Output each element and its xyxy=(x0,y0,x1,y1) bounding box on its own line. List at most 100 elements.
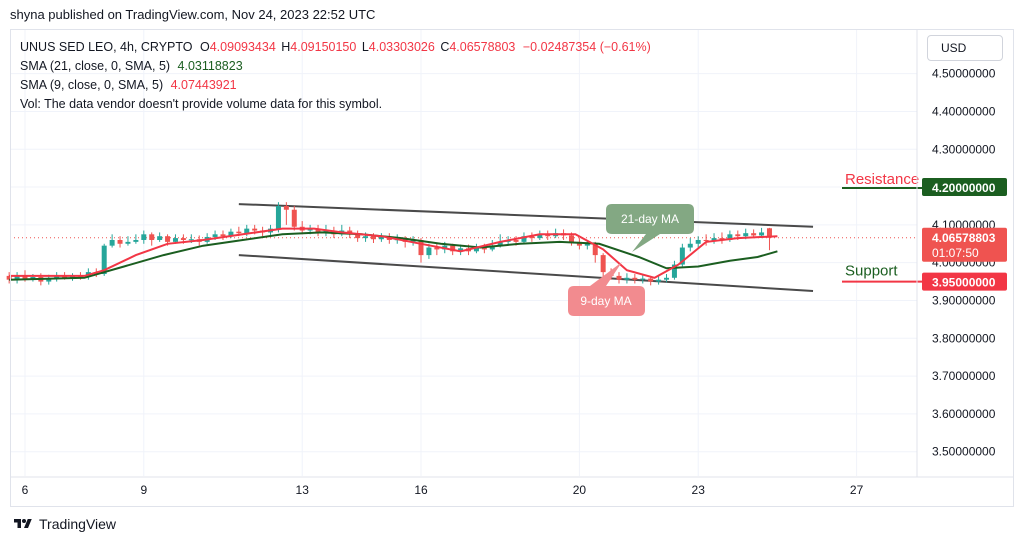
candle xyxy=(679,243,685,267)
candle-body xyxy=(584,243,590,246)
candle-body xyxy=(46,278,52,282)
low-value: 4.03303026 xyxy=(368,40,435,54)
x-tick-label: 9 xyxy=(140,483,147,497)
publish-info: shyna published on TradingView.com, Nov … xyxy=(10,7,376,22)
candle-body xyxy=(679,247,685,265)
support-price-label: 3.95000000 xyxy=(932,276,996,290)
candle-body xyxy=(355,234,361,239)
candle-body xyxy=(149,234,155,240)
symbol-info[interactable]: UNUS SED LEO, 4h, CRYPTO xyxy=(20,40,193,54)
candle-body xyxy=(735,234,741,237)
last-price-label: 4.06578803 xyxy=(932,231,996,245)
sma21-value: 4.03118823 xyxy=(177,59,243,73)
currency-button[interactable]: USD xyxy=(927,35,1003,61)
close-value: 4.06578803 xyxy=(449,40,516,54)
candle xyxy=(410,236,416,246)
footer-brand[interactable]: TradingView xyxy=(12,516,116,532)
candle-body xyxy=(568,235,574,242)
candle-body xyxy=(363,236,369,239)
candle xyxy=(640,274,646,284)
candle-body xyxy=(212,234,218,237)
x-tick-label: 23 xyxy=(692,483,706,497)
y-tick-label: 4.30000000 xyxy=(932,142,996,156)
candle-body xyxy=(592,243,598,256)
support-label: Support xyxy=(845,263,898,280)
candle xyxy=(291,205,297,231)
candle xyxy=(355,230,361,242)
candle-body xyxy=(117,239,123,244)
candle-body xyxy=(172,238,178,242)
candle xyxy=(529,232,535,242)
ma21-callout: 21-day MA xyxy=(606,204,694,252)
y-tick-label: 3.50000000 xyxy=(932,445,996,459)
candle xyxy=(109,234,115,248)
open-label: O xyxy=(200,40,210,54)
candle xyxy=(671,260,677,280)
candle xyxy=(664,274,670,283)
candle xyxy=(117,236,123,248)
high-value: 4.09150150 xyxy=(290,40,357,54)
ma21-callout-label: 21-day MA xyxy=(621,212,679,226)
candle xyxy=(141,230,147,244)
candle xyxy=(14,272,20,284)
candle-body xyxy=(711,238,717,241)
candle-body xyxy=(521,236,527,242)
ohlc-row: UNUS SED LEO, 4h, CRYPTO O4.09093434 H4.… xyxy=(20,38,651,57)
candle-body xyxy=(497,241,503,246)
y-tick-label: 4.50000000 xyxy=(932,67,996,81)
candle-body xyxy=(188,239,194,241)
candle-body xyxy=(22,275,28,279)
change-value: −0.02487354 (−0.61%) xyxy=(522,40,651,54)
candle-body xyxy=(165,236,171,242)
candle-body xyxy=(323,230,329,233)
sma9-value: 4.07443921 xyxy=(170,78,237,92)
candle xyxy=(6,272,12,284)
resistance-price-label: 4.20000000 xyxy=(932,181,996,195)
candle xyxy=(711,233,717,244)
chart-frame xyxy=(10,29,1014,507)
close-label: C xyxy=(440,40,450,54)
candle-body xyxy=(648,278,654,282)
resistance-price-tag: 4.20000000 xyxy=(922,178,1007,197)
candle-body xyxy=(759,232,765,236)
volume-row: Vol: The data vendor doesn't provide vol… xyxy=(20,95,651,114)
candle-body xyxy=(141,234,147,240)
x-tick-label: 13 xyxy=(296,483,310,497)
candle xyxy=(616,272,622,284)
candle-body xyxy=(600,255,606,273)
x-tick-label: 27 xyxy=(850,483,864,497)
candle-body xyxy=(54,275,60,279)
candle xyxy=(157,232,163,242)
tradingview-logo-icon xyxy=(14,519,32,528)
candle-body xyxy=(283,205,289,210)
price-channel xyxy=(238,203,814,293)
y-tick-label: 3.70000000 xyxy=(932,369,996,383)
ma21-callout-bubble xyxy=(606,204,694,252)
sma9-row[interactable]: SMA (9, close, 0, SMA, 5) 4.07443921 xyxy=(20,76,651,95)
x-tick-label: 6 xyxy=(22,483,29,497)
candle-body xyxy=(458,248,464,252)
candle-body xyxy=(537,234,543,239)
candle-body xyxy=(473,247,479,252)
candle xyxy=(703,234,709,246)
x-tick-label: 20 xyxy=(573,483,587,497)
candle xyxy=(600,253,606,278)
candle xyxy=(418,238,424,263)
candle-body xyxy=(275,205,281,229)
annotations: 21-day MA 9-day MA Resistance Support xyxy=(568,171,922,316)
ma9-callout-bubble xyxy=(568,262,645,316)
sma21-row[interactable]: SMA (21, close, 0, SMA, 5) 4.03118823 xyxy=(20,57,651,76)
candle-body xyxy=(640,278,646,280)
candle xyxy=(632,274,638,284)
candle-body xyxy=(291,209,297,227)
candle xyxy=(275,202,281,233)
candle-body xyxy=(133,239,139,242)
candle-body xyxy=(513,239,519,242)
candle-body xyxy=(220,234,226,237)
candle-body xyxy=(624,277,630,280)
candle-body xyxy=(727,234,733,240)
candle-body xyxy=(743,233,749,237)
candle xyxy=(766,227,772,251)
